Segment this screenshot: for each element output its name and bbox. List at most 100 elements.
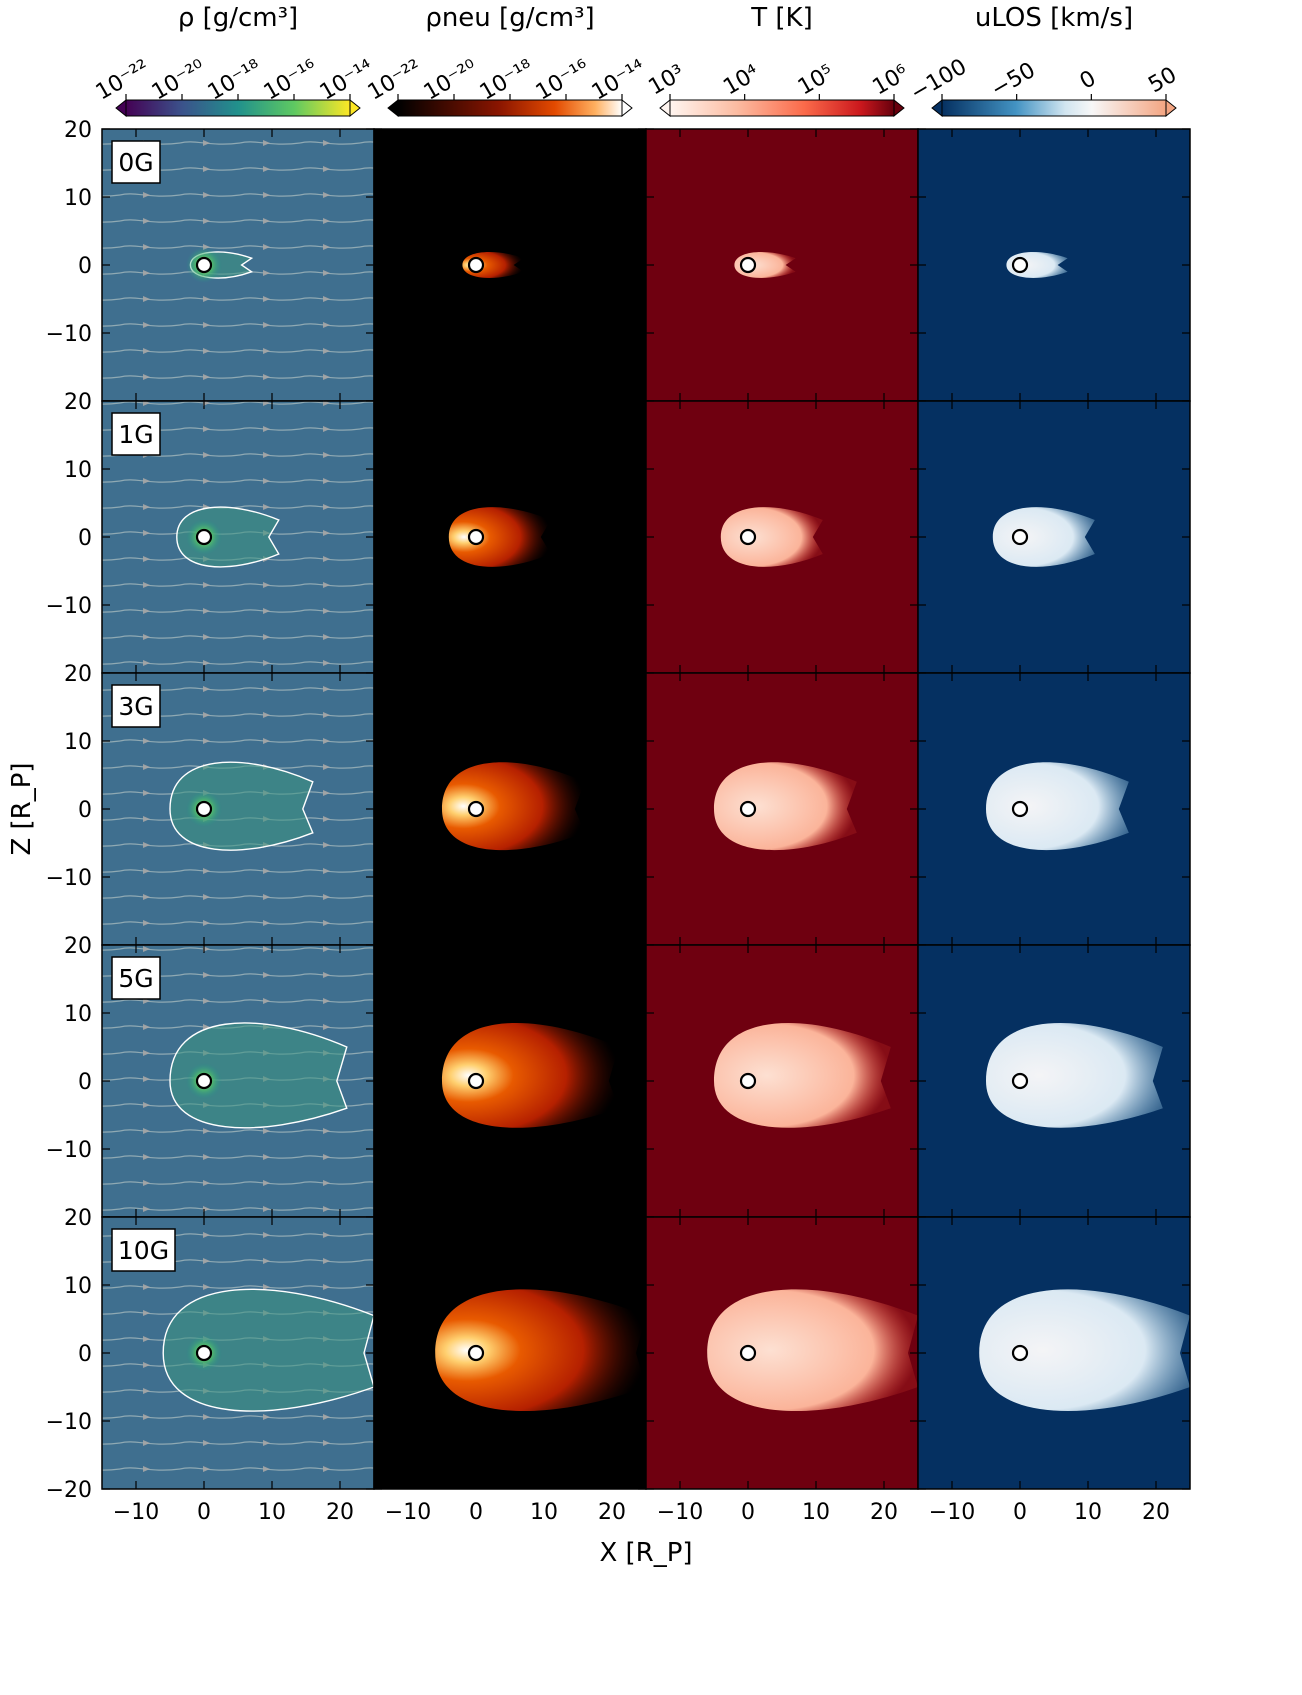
z-tick-label: −10	[46, 322, 92, 347]
z-tick-label: 0	[78, 254, 92, 279]
colorbar-tick-label: 10⁻¹⁶	[260, 55, 322, 105]
colorbar-tick-label: −50	[987, 58, 1040, 103]
colorbar-tick-label: 10⁻²²	[92, 55, 154, 105]
panel-5G-1: 5G	[101, 944, 375, 1218]
row-label: 3G	[118, 692, 153, 721]
outflow-cloud	[992, 507, 1095, 567]
x-tick-label: 10	[530, 1500, 558, 1525]
colorbar-tick-label: 10⁻²²	[364, 55, 426, 105]
planet-marker	[1011, 528, 1029, 546]
row-label-box	[111, 1228, 176, 1272]
panel-3G-3	[645, 672, 919, 946]
colorbar-extend-high-3	[893, 98, 905, 118]
colorbar-3	[669, 99, 895, 117]
z-tick-label: 0	[78, 1342, 92, 1367]
outflow-cloud	[714, 1022, 891, 1128]
colorbar-4	[941, 99, 1167, 117]
x-tick-label: 20	[326, 1500, 354, 1525]
outflow-cloud	[986, 762, 1129, 851]
outflow-cloud	[714, 762, 857, 851]
planet-marker	[739, 528, 757, 546]
panel-0G-1: 0G	[101, 128, 375, 402]
z-tick-label: 20	[64, 934, 92, 959]
colorbar-tick-label: 50	[1144, 63, 1181, 99]
outflow-cloud	[170, 762, 313, 851]
sonic-contour	[162, 1288, 375, 1412]
y-axis-title: Z [R_P]	[7, 762, 37, 855]
colorbar-tick-label: 10⁻²⁰	[148, 55, 210, 105]
x-tick-label: 0	[469, 1500, 483, 1525]
panel-0G-3	[645, 128, 919, 402]
planet-marker	[195, 800, 213, 818]
z-tick-label: −10	[46, 866, 92, 891]
outflow-cloud	[986, 1022, 1163, 1128]
panel-1G-2	[373, 400, 647, 674]
panel-3G-1: 3G	[101, 672, 375, 946]
x-axis-title: X [R_P]	[599, 1538, 692, 1568]
x-tick-label: −10	[113, 1500, 159, 1525]
x-tick-label: −10	[657, 1500, 703, 1525]
planet-marker	[467, 1344, 485, 1362]
x-tick-label: 0	[741, 1500, 755, 1525]
x-tick-label: 10	[258, 1500, 286, 1525]
planet-marker	[467, 800, 485, 818]
panel-10G-2	[373, 1216, 647, 1490]
outflow-cloud	[442, 762, 585, 851]
z-tick-label: 10	[64, 186, 92, 211]
panel-3G-4	[917, 672, 1191, 946]
planet-marker	[195, 256, 213, 274]
panel-5G-4	[917, 944, 1191, 1218]
colorbar-tick-label: 10⁴	[719, 60, 764, 100]
colorbar-tick-label: 10⁻¹⁸	[204, 55, 266, 105]
z-tick-label: 20	[64, 118, 92, 143]
panel-10G-4	[917, 1216, 1191, 1490]
planet-marker	[195, 1072, 213, 1090]
z-tick-label: 10	[64, 458, 92, 483]
colorbar-extend-low-3	[659, 98, 671, 118]
planet-marker	[195, 528, 213, 546]
colorbar-tick-label: 10⁻¹⁶	[532, 55, 594, 105]
planet-marker	[739, 1344, 757, 1362]
outflow-cloud	[435, 1289, 646, 1412]
row-label: 10G	[118, 1236, 169, 1265]
planet-marker	[1011, 800, 1029, 818]
planet-marker	[467, 1072, 485, 1090]
planet-marker	[739, 256, 757, 274]
z-tick-label: −10	[46, 1410, 92, 1435]
panel-5G-3	[645, 944, 919, 1218]
x-tick-label: 20	[870, 1500, 898, 1525]
z-tick-label: 0	[78, 1070, 92, 1095]
row-label-box	[111, 684, 161, 728]
colorbar-extend-high-4	[1165, 98, 1177, 118]
colorbar-extend-high-1	[349, 98, 361, 118]
x-tick-label: 0	[197, 1500, 211, 1525]
colorbar-title-2: ρneu [g/cm³]	[425, 3, 594, 33]
sonic-contour	[169, 761, 314, 851]
panel-1G-4	[917, 400, 1191, 674]
panel-0G-2	[373, 128, 647, 402]
planet-marker	[739, 1072, 757, 1090]
planet-marker	[1011, 256, 1029, 274]
colorbar-extend-low-2	[387, 98, 399, 118]
z-tick-label: 0	[78, 526, 92, 551]
z-tick-label: 20	[64, 390, 92, 415]
colorbar-title-1: ρ [g/cm³]	[178, 3, 298, 33]
outflow-cloud	[707, 1289, 918, 1412]
planet-marker	[1011, 1072, 1029, 1090]
row-label-box	[111, 140, 161, 184]
x-tick-label: −10	[929, 1500, 975, 1525]
colorbar-tick-label: 10⁶	[869, 60, 914, 100]
planet-marker	[467, 528, 485, 546]
panel-5G-2	[373, 944, 647, 1218]
colorbar-extend-low-4	[931, 98, 943, 118]
x-tick-label: 20	[598, 1500, 626, 1525]
outflow-cloud	[448, 507, 551, 567]
sonic-contour	[169, 1022, 348, 1129]
outflow-cloud	[163, 1289, 374, 1412]
colorbar-extend-low-1	[115, 98, 127, 118]
planet-marker	[195, 1344, 213, 1362]
row-label: 1G	[118, 420, 153, 449]
sonic-contour	[176, 506, 280, 568]
planet-marker	[739, 800, 757, 818]
